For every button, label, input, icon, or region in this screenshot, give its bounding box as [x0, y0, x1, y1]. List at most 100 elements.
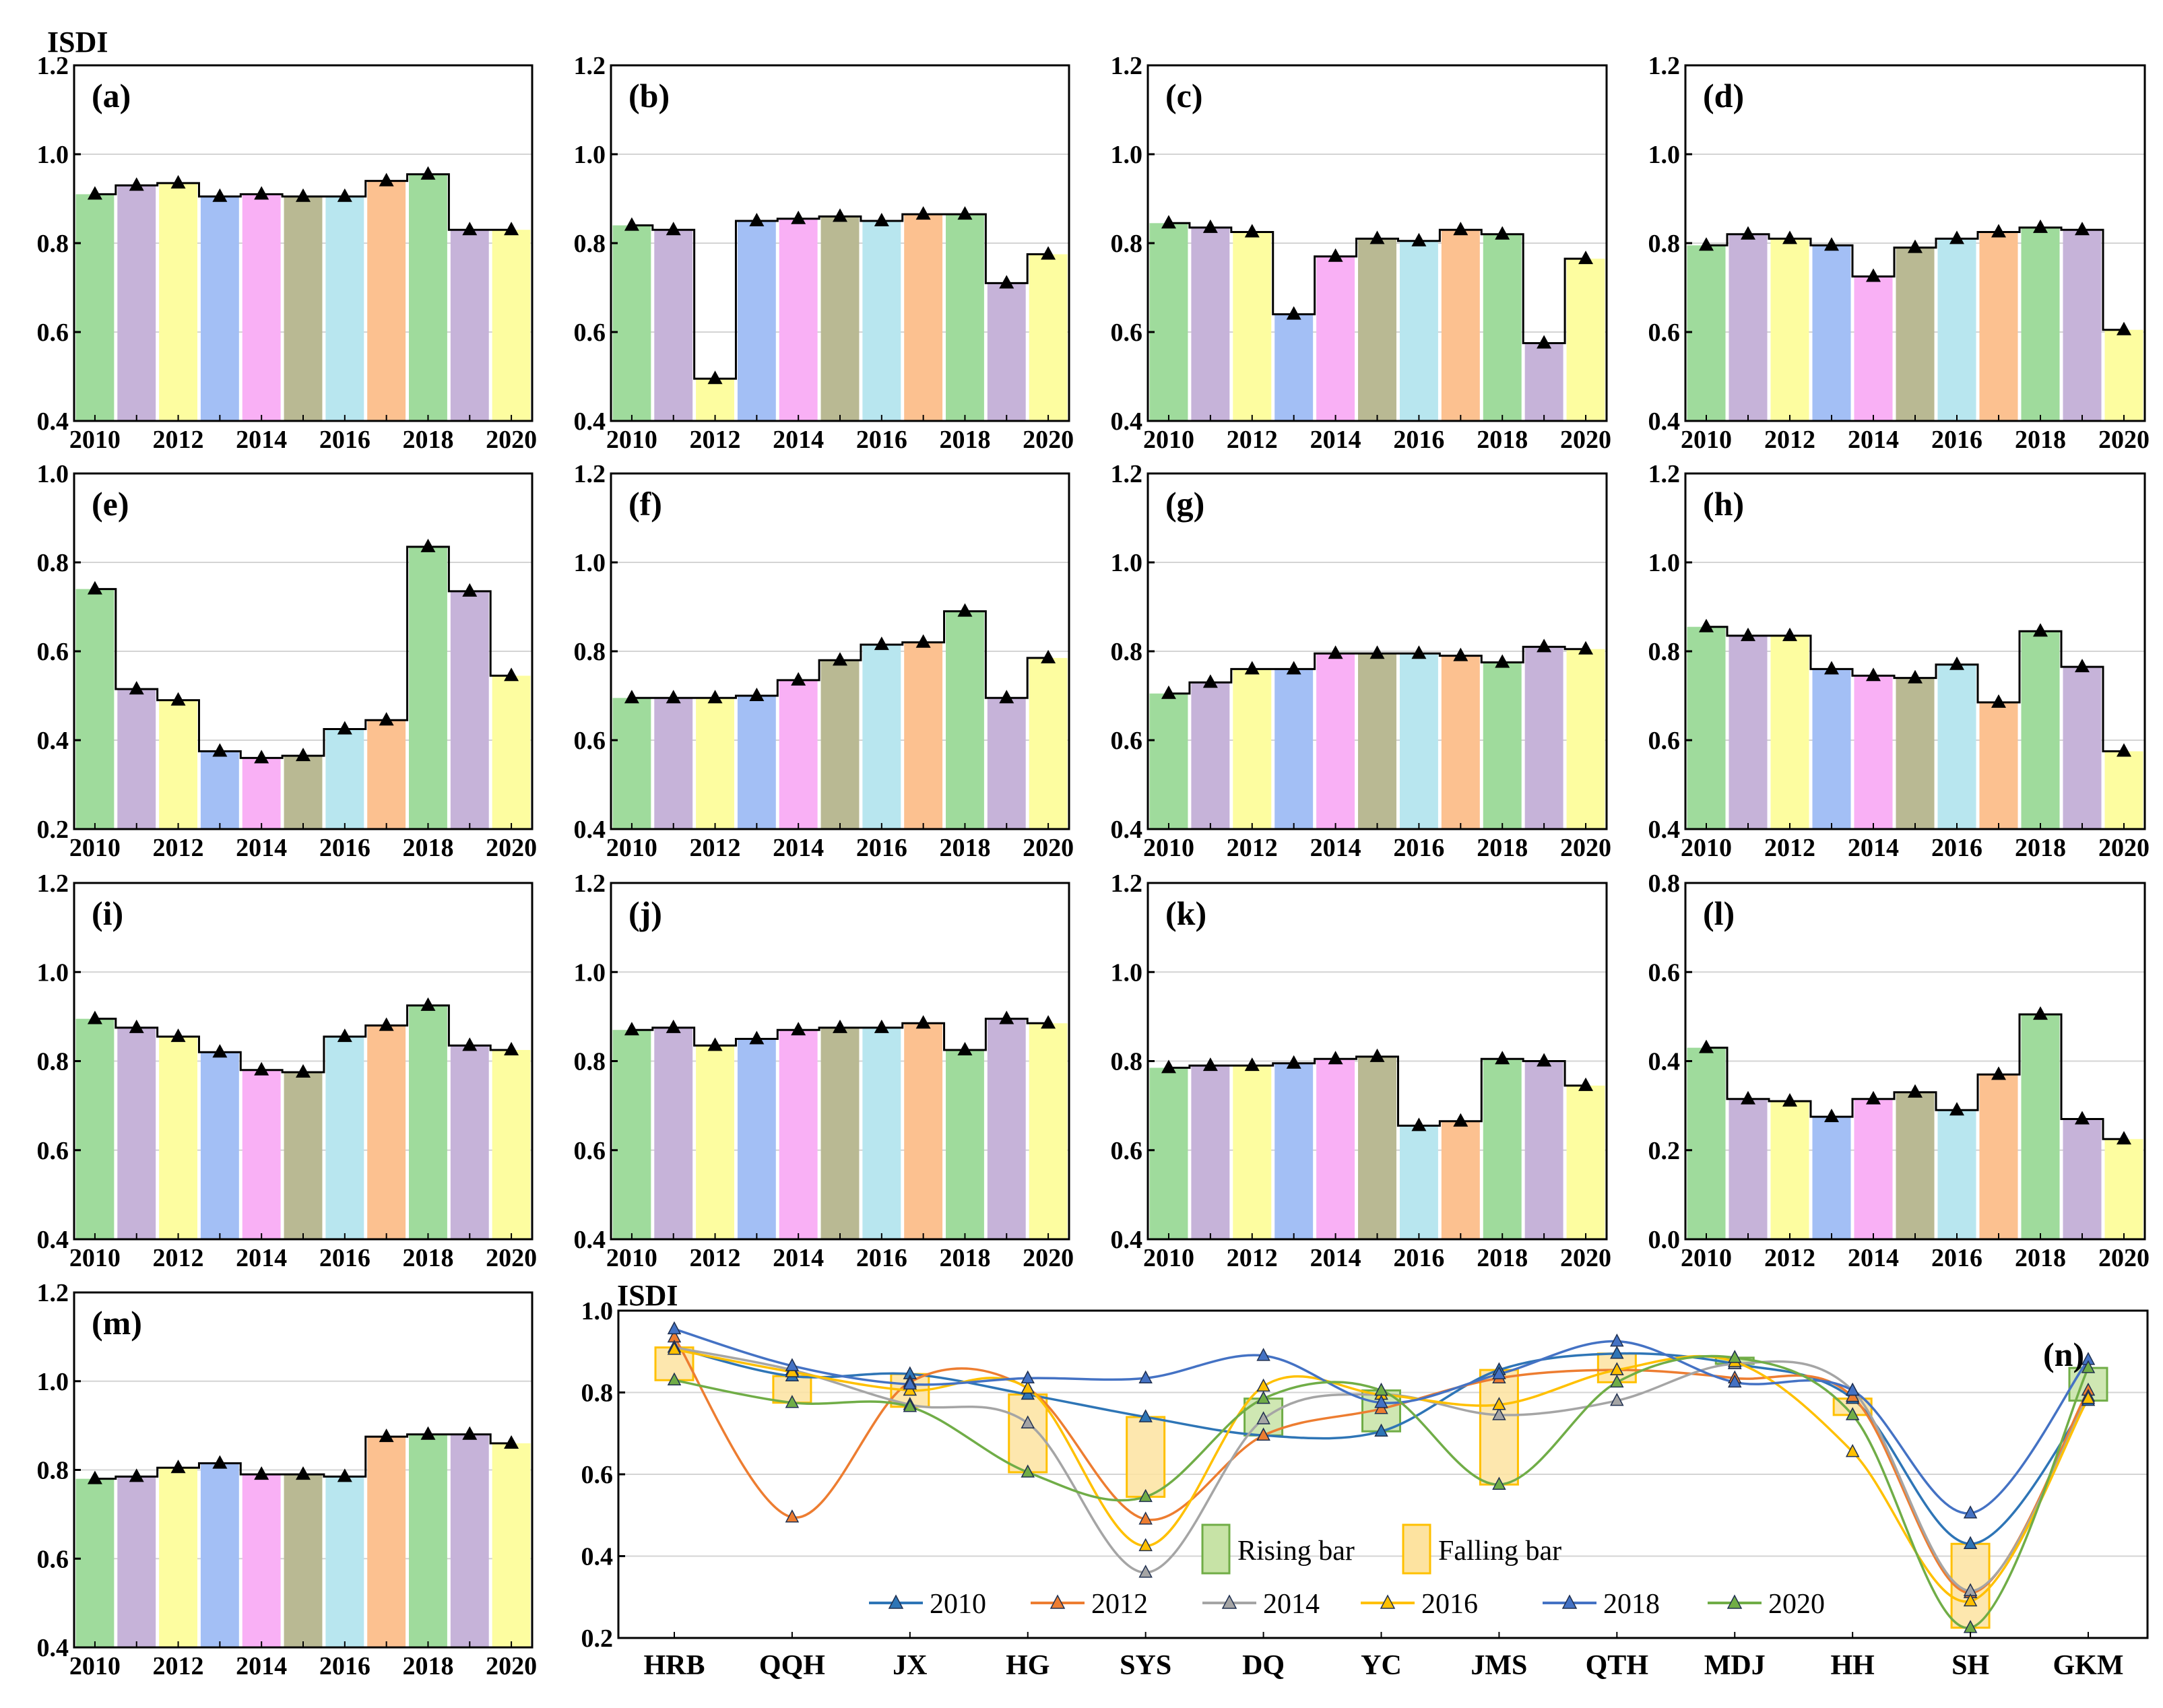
step-line [94, 546, 512, 759]
marker-2018 [957, 1041, 973, 1055]
y-tick-label: 1.2 [574, 52, 606, 80]
x-tick-label: 2014 [1310, 834, 1361, 862]
falling-bar-SYS [1126, 1416, 1166, 1498]
marker-2014 [254, 750, 269, 764]
marker-2020 [504, 222, 519, 236]
x-tick-label: 2010 [1681, 834, 1732, 862]
panel-f: 0.4 0.6 0.8 1.0 1.2 2010 2012 2014 2016 2018 2020 (… [574, 460, 1074, 862]
marker-2011 [129, 1019, 144, 1033]
bar-2019 [1524, 1061, 1563, 1239]
x-tick-label: 2018 [1477, 1244, 1528, 1272]
panel-h: 0.4 0.6 0.8 1.0 1.2 2010 2012 2014 2016 2018 2020 (… [1648, 460, 2150, 862]
bar-2012 [696, 379, 734, 421]
bar-2014 [779, 1030, 818, 1239]
point-2014-SYS [1138, 1565, 1153, 1578]
bar-2018 [1483, 662, 1522, 829]
x-tick-label: 2014 [773, 834, 824, 862]
bar-2014 [1316, 653, 1355, 829]
bar-2017 [367, 720, 406, 829]
y-tick-label: 0.8 [1111, 230, 1143, 258]
series-line-2012 [673, 1336, 2090, 1594]
step-line [631, 1018, 1049, 1051]
x-tick-label: 2018 [402, 834, 453, 862]
bar-2012 [1233, 232, 1272, 421]
bar-2016 [1937, 664, 1976, 829]
step-line [1168, 645, 1586, 695]
bar-2016 [325, 1037, 364, 1239]
bar-2020 [492, 230, 531, 421]
x-tick-label: 2012 [690, 834, 741, 862]
marker-2015 [296, 1466, 311, 1480]
y-tick-label: 1.2 [574, 460, 606, 488]
x-tick-label: 2016 [1393, 426, 1444, 454]
panel-g: 0.4 0.6 0.8 1.0 1.2 2010 2012 2014 2016 2018 2020 (… [1111, 460, 1612, 862]
marker-2014 [1328, 248, 1343, 262]
bar-2011 [117, 689, 156, 829]
panel-label: (f) [628, 485, 662, 523]
marker-2013 [1286, 306, 1301, 320]
bar-2011 [654, 698, 693, 829]
marker-2015 [833, 1019, 847, 1033]
falling-bar-HG [1008, 1393, 1048, 1474]
y-tick-label: 1.0 [1111, 141, 1143, 169]
marker-2012 [707, 370, 723, 385]
x-tick-label: 2010 [69, 426, 121, 454]
bar-2011 [1729, 1098, 1768, 1239]
point-2012-QQH [785, 1509, 800, 1523]
y-tick-label: 1.0 [37, 1368, 69, 1396]
marker-2014 [1866, 1090, 1881, 1105]
panel-label: (h) [1703, 485, 1744, 523]
x-category-label: GKM [2053, 1650, 2124, 1681]
bar-2012 [159, 1037, 197, 1239]
bar-2013 [200, 1463, 239, 1647]
y-tick-label: 0.6 [1648, 958, 1681, 987]
point-2018-JMS [1492, 1366, 1506, 1379]
x-tick-label: 2010 [606, 426, 657, 454]
legend-label: 2012 [1091, 1589, 1148, 1620]
x-tick-label: 2010 [69, 834, 121, 862]
bar-2018 [946, 1049, 984, 1239]
bar-2014 [1316, 1059, 1355, 1239]
marker-2020 [2117, 1131, 2131, 1145]
panel-b: 0.4 0.6 0.8 1.0 1.2 2010 2012 2014 2016 2018 2020 (… [574, 52, 1074, 454]
marker-2013 [749, 1030, 765, 1045]
x-tick-label: 2012 [1227, 1244, 1278, 1272]
x-tick-label: 2018 [2015, 1244, 2066, 1272]
marker-2018 [2033, 623, 2048, 637]
bar-2017 [1979, 1074, 2018, 1239]
y-tick-label: 1.2 [1648, 52, 1681, 80]
bar-2011 [1191, 227, 1230, 421]
x-tick-label: 2018 [939, 1244, 990, 1272]
marker-2017 [379, 172, 394, 187]
marker-2017 [1991, 694, 2006, 708]
marker-2013 [212, 743, 228, 757]
x-tick-label: 2016 [319, 1244, 370, 1272]
marker-2014 [254, 1466, 269, 1480]
bar-2016 [1399, 240, 1438, 421]
bar-2015 [284, 196, 323, 421]
panel-label: (j) [628, 894, 662, 932]
bar-2013 [1274, 669, 1314, 829]
x-tick-label: 2010 [69, 1652, 121, 1680]
point-2014-JMS [1492, 1407, 1506, 1420]
marker-2018 [420, 166, 436, 180]
bar-2016 [1937, 238, 1976, 421]
marker-2012 [1782, 230, 1797, 244]
marker-2011 [666, 222, 681, 236]
bar-2015 [1896, 678, 1935, 829]
legend-marker-2012 [1050, 1594, 1066, 1609]
x-tick-label: 2010 [1143, 426, 1194, 454]
marker-2015 [1369, 230, 1385, 244]
bar-2013 [1274, 1063, 1314, 1239]
marker-2020 [1578, 640, 1594, 655]
x-tick-label: 2018 [402, 1652, 453, 1680]
y-tick-label: 0.4 [574, 407, 606, 436]
y-tick-label: 1.0 [37, 141, 69, 169]
bar-2017 [1441, 230, 1480, 421]
point-2018-DQ [1256, 1348, 1270, 1361]
bar-2017 [367, 1025, 406, 1239]
bar-2015 [1896, 247, 1935, 421]
y-tick-label: 1.0 [1111, 958, 1143, 987]
bar-2012 [1770, 238, 1809, 421]
marker-2010 [624, 217, 639, 231]
